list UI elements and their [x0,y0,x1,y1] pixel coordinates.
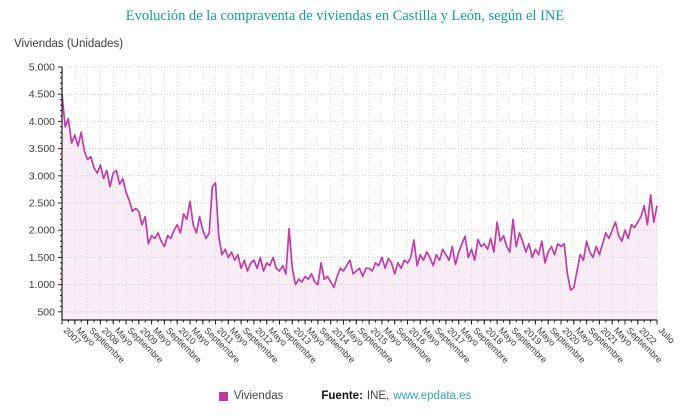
y-tick-label: 4.500 [29,89,55,101]
legend-label: Viviendas [233,390,284,402]
epdata-link[interactable]: www.epdata.es [393,390,472,402]
y-tick-label: 500 [37,306,55,318]
y-tick-label: 4.000 [29,116,55,128]
y-tick-label: 3.000 [29,170,55,182]
legend-marker-icon [218,391,228,401]
y-tick-label: 5.000 [29,62,55,74]
y-tick-label: 3.500 [29,143,55,155]
series-area [62,94,657,320]
y-tick-label: 1.000 [29,279,55,291]
legend-item-viviendas: Viviendas [218,390,284,402]
y-tick-label: 2.500 [29,198,55,210]
x-tick-label: Julio [657,325,677,345]
series-line [61,94,658,291]
y-tick-label: 2.000 [29,225,55,237]
legend-row: Viviendas Fuente: INE, www.epdata.es [0,390,690,402]
source-label: Fuente: [321,390,363,402]
chart-title: Evolución de la compraventa de viviendas… [125,8,565,24]
source-value: INE, [366,390,390,402]
source-note: Fuente: INE, www.epdata.es [321,390,471,402]
y-axis-title: Viviendas (Unidades) [14,38,124,50]
y-tick-label: 1.500 [29,252,55,264]
